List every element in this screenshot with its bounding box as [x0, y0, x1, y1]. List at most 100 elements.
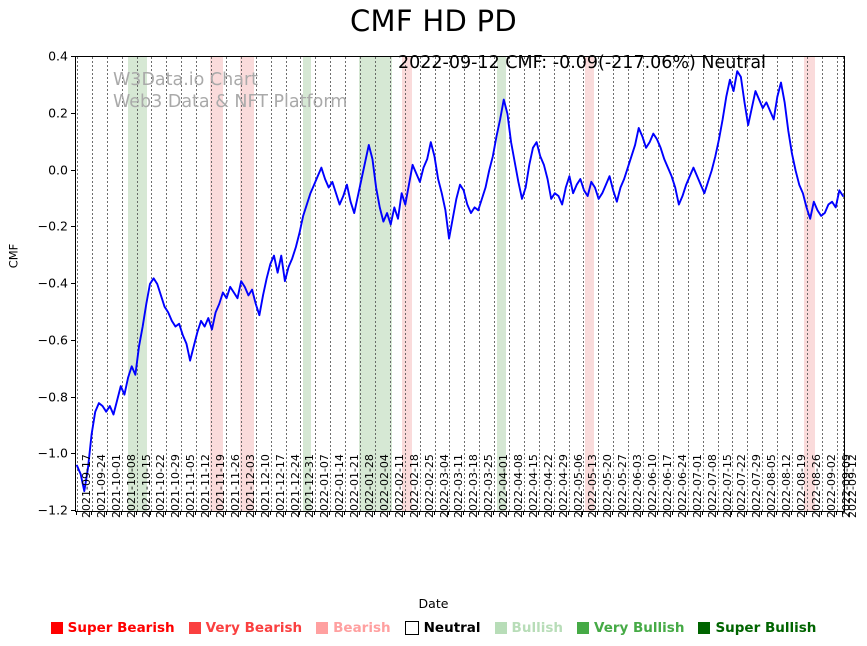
grid-line	[420, 57, 421, 511]
x-tick-label: 2022-02-25	[423, 454, 436, 518]
grid-line	[494, 57, 495, 511]
x-tick-mark	[121, 511, 122, 515]
grid-line	[315, 57, 316, 511]
legend-label: Bullish	[511, 620, 563, 636]
y-tick-mark	[71, 339, 75, 341]
x-tick-mark	[627, 511, 628, 515]
latest-value-annotation: 2022-09-12 CMF: -0.09(-217.06%) Neutral	[398, 53, 767, 73]
x-tick-label: 2022-08-05	[765, 454, 778, 518]
grid-line	[554, 57, 555, 511]
x-tick-mark	[329, 511, 330, 515]
x-tick-mark	[836, 511, 837, 515]
x-tick-label: 2022-05-20	[601, 454, 614, 518]
x-tick-mark	[359, 511, 360, 515]
x-tick-mark	[195, 511, 196, 515]
legend-swatch-icon	[50, 622, 63, 634]
x-tick-label: 2022-02-18	[408, 454, 421, 518]
grid-line	[300, 57, 301, 511]
grid-line	[688, 57, 689, 511]
grid-line	[539, 57, 540, 511]
x-tick-mark	[508, 511, 509, 515]
x-tick-label: 2022-07-15	[721, 454, 734, 518]
x-tick-mark	[270, 511, 271, 515]
y-tick-label: −0.4	[37, 275, 68, 291]
grid-line	[747, 57, 748, 511]
legend-label: Bearish	[333, 620, 391, 636]
x-tick-mark	[657, 511, 658, 515]
y-tick-mark	[71, 283, 75, 284]
x-tick-label: 2021-10-22	[154, 454, 167, 518]
legend-item-very-bearish[interactable]: Very Bearish	[188, 620, 303, 636]
x-tick-label: 2022-06-17	[661, 454, 674, 518]
x-tick-label: 2022-05-13	[586, 454, 599, 518]
x-tick-mark	[448, 511, 449, 515]
x-tick-label: 2021-10-08	[125, 454, 138, 518]
grid-line	[151, 57, 152, 511]
y-tick-mark	[71, 226, 75, 228]
x-tick-label: 2022-02-04	[378, 454, 391, 518]
x-tick-label: 2022-05-27	[616, 454, 629, 518]
legend-label: Super Bullish	[715, 620, 817, 636]
legend-item-neutral[interactable]: Neutral	[404, 620, 481, 636]
grid-line	[196, 57, 197, 511]
legend-label: Very Bearish	[205, 620, 303, 636]
legend-item-super-bearish[interactable]: Super Bearish	[50, 620, 175, 636]
legend-item-bearish[interactable]: Bearish	[316, 620, 391, 636]
y-tick-mark	[71, 56, 75, 57]
state-band-bullish	[496, 57, 507, 511]
x-tick-mark	[76, 511, 77, 515]
x-tick-mark	[210, 511, 211, 515]
x-tick-mark	[597, 511, 598, 515]
grid-line	[286, 57, 287, 511]
state-band-bearish	[239, 57, 255, 511]
legend-label: Very Bullish	[593, 620, 685, 636]
x-tick-label: 2022-03-11	[452, 454, 465, 518]
x-tick-mark	[717, 511, 718, 515]
y-tick-label: −0.2	[37, 218, 68, 234]
x-tick-mark	[240, 511, 241, 515]
y-tick-mark	[71, 169, 75, 171]
x-tick-mark	[672, 511, 673, 515]
legend-label: Neutral	[423, 620, 481, 636]
grid-line	[405, 57, 406, 511]
x-tick-mark	[404, 511, 405, 515]
x-tick-label: 2022-08-19	[795, 454, 808, 518]
legend-item-super-bullish[interactable]: Super Bullish	[698, 620, 816, 636]
grid-line	[375, 57, 376, 511]
legend-item-very-bullish[interactable]: Very Bullish	[576, 620, 685, 636]
x-tick-label: 2021-10-15	[140, 454, 153, 518]
x-tick-mark	[225, 511, 226, 515]
legend-label: Super Bearish	[67, 620, 175, 636]
x-tick-label: 2021-12-17	[274, 454, 287, 518]
grid-line	[777, 57, 778, 511]
x-tick-label: 2021-12-10	[259, 454, 272, 518]
grid-line	[583, 57, 584, 511]
x-tick-mark	[344, 511, 345, 515]
x-tick-mark	[463, 511, 464, 515]
x-tick-label: 2022-05-06	[572, 454, 585, 518]
x-tick-label: 2022-02-11	[393, 454, 406, 518]
x-tick-label: 2021-10-01	[110, 454, 123, 518]
grid-line	[181, 57, 182, 511]
x-tick-mark	[434, 511, 435, 515]
legend-swatch-icon	[316, 622, 329, 634]
grid-line	[107, 57, 108, 511]
x-tick-label: 2021-11-19	[214, 454, 227, 518]
grid-line	[464, 57, 465, 511]
grid-line	[837, 57, 838, 511]
x-tick-label: 2022-04-22	[542, 454, 555, 518]
x-tick-mark	[687, 511, 688, 515]
x-tick-mark	[91, 511, 92, 515]
x-tick-label: 2022-04-01	[497, 454, 510, 518]
y-tick-label: −1.2	[37, 502, 68, 518]
grid-line	[718, 57, 719, 511]
grid-line	[703, 57, 704, 511]
x-tick-mark	[538, 511, 539, 515]
x-tick-mark	[582, 511, 583, 515]
grid-line	[732, 57, 733, 511]
x-tick-mark	[165, 511, 166, 515]
legend-item-bullish[interactable]: Bullish	[494, 620, 563, 636]
x-tick-label: 2022-07-29	[750, 454, 763, 518]
grid-line	[658, 57, 659, 511]
